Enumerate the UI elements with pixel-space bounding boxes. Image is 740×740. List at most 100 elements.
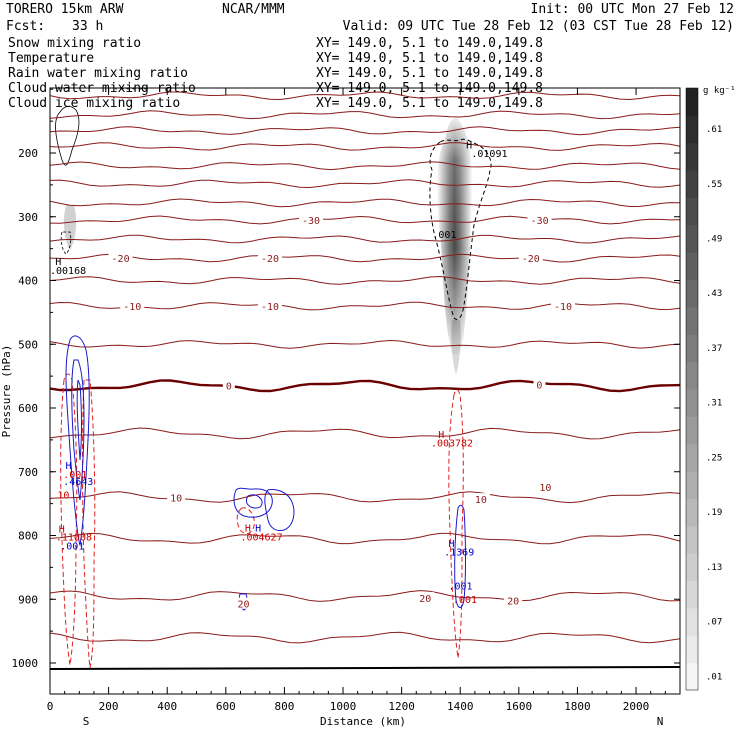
contour-label: 0 bbox=[536, 380, 542, 391]
maximum-label: .001 bbox=[63, 470, 87, 481]
isotherm-line bbox=[50, 142, 680, 151]
colorbar-swatch bbox=[686, 197, 698, 226]
colorbar-swatch bbox=[686, 142, 698, 171]
maximum-label: H bbox=[466, 141, 472, 152]
x-tick-label: 1000 bbox=[330, 700, 357, 713]
y-tick-label: 900 bbox=[18, 593, 38, 606]
maxima-labels: H.00099.00069H80.28.00066H.01091.001H.00… bbox=[50, 88, 552, 606]
maximum-label: .00168 bbox=[50, 266, 86, 277]
endpoint-right-label: N bbox=[657, 715, 664, 728]
colorbar-label: .61 bbox=[706, 125, 722, 135]
contour-label-bg bbox=[299, 213, 323, 225]
colorbar-label: .25 bbox=[706, 453, 722, 463]
isotherm-line bbox=[50, 631, 680, 644]
colorbar-swatch bbox=[686, 471, 698, 499]
y-tick-label: 800 bbox=[18, 530, 38, 543]
contour-label: 10 bbox=[170, 493, 182, 504]
isotherm-line bbox=[50, 301, 680, 311]
maximum-label: .001 bbox=[449, 582, 473, 593]
x-tick-label: 1200 bbox=[388, 700, 415, 713]
contour-label: 20 bbox=[238, 600, 250, 611]
cloud-water-contours bbox=[65, 335, 466, 611]
y-tick-label: 200 bbox=[18, 147, 38, 160]
colorbar-swatch bbox=[686, 334, 698, 363]
contour-label-bg bbox=[518, 252, 543, 264]
maximum-label: .003782 bbox=[431, 438, 473, 449]
y-tick-label: 1000 bbox=[12, 657, 39, 670]
contour-label-bg bbox=[257, 252, 282, 264]
fcst-label: Fcst: bbox=[6, 19, 45, 34]
center-name: NCAR/MMM bbox=[222, 2, 285, 17]
isotherm-line bbox=[50, 234, 680, 244]
colorbar-swatch bbox=[686, 224, 698, 253]
isotherm-line bbox=[50, 275, 680, 285]
contour-label-bg bbox=[416, 591, 435, 603]
contour-label: -30 bbox=[531, 216, 549, 227]
maximum-label: .004627 bbox=[240, 533, 282, 544]
field-cloudice-name: Cloud ice mixing ratio bbox=[8, 96, 180, 111]
isotherm-line bbox=[50, 198, 680, 208]
isotherm-line bbox=[50, 427, 680, 440]
cloud-ice-contours bbox=[55, 106, 492, 320]
colorbar-swatch bbox=[686, 525, 698, 554]
x-tick-label: 0 bbox=[47, 700, 54, 713]
maximum-label: .01091 bbox=[471, 149, 507, 160]
x-tick-label: 2000 bbox=[623, 700, 650, 713]
contour-label: -30 bbox=[302, 216, 320, 227]
colorbar-swatch bbox=[686, 279, 698, 308]
colorbar-swatch bbox=[686, 580, 698, 609]
x-tick-label: 600 bbox=[216, 700, 236, 713]
contour-label-bg bbox=[504, 594, 523, 606]
contour-label: -20 bbox=[261, 254, 279, 265]
valid-time: Valid: 09 UTC Tue 28 Feb 12 (03 CST Tue … bbox=[343, 19, 734, 34]
temperature-isotherms bbox=[50, 91, 680, 644]
contour-label: 20 bbox=[419, 594, 431, 605]
maximum-label: H bbox=[449, 539, 455, 550]
contour-label-bg bbox=[551, 300, 575, 311]
contour-label-bg bbox=[471, 493, 490, 505]
colorbar-label: .31 bbox=[706, 399, 722, 409]
field-rain-name: Rain water mixing ratio bbox=[8, 66, 188, 81]
maximum-label: H bbox=[59, 524, 65, 535]
colorbar-swatch bbox=[686, 607, 698, 636]
endpoint-left-label: S bbox=[83, 715, 90, 728]
contour-labels: -30 -30 -20 -20 -20 -10 -10 -10 0 0 10 10 10 20 20 20 bbox=[108, 213, 575, 611]
colorbar-swatch bbox=[686, 635, 698, 664]
contour-label-bg bbox=[536, 481, 555, 493]
colorbar-swatch bbox=[686, 553, 698, 582]
maximum-label: .1369 bbox=[444, 547, 474, 558]
maximum-label: .11008 bbox=[56, 533, 92, 544]
colorbar-label: .43 bbox=[706, 289, 722, 299]
isotherm-line bbox=[50, 339, 680, 349]
field-cloudice-xy: XY= 149.0, 5.1 to 149.0,149.8 bbox=[316, 96, 543, 111]
colorbar-label: .37 bbox=[706, 344, 722, 354]
field-temp-xy: XY= 149.0, 5.1 to 149.0,149.8 bbox=[316, 51, 543, 66]
y-tick-label: 300 bbox=[18, 211, 38, 224]
x-axis: 0 200 400 600 800 1000 1200 1400 1600 1800 2000 bbox=[47, 88, 666, 713]
colorbar-swatch bbox=[686, 662, 698, 691]
colorbar: .01 .07 .13 .19 .25 .31 .37 .43 .49 .55 .61 bbox=[685, 87, 722, 691]
plot-frame bbox=[49, 87, 681, 695]
maximum-label: H bbox=[55, 257, 61, 268]
colorbar-label: .07 bbox=[706, 618, 722, 628]
contour-label: -10 bbox=[123, 302, 141, 313]
contour-label-bg bbox=[108, 252, 133, 264]
maximum-label: H bbox=[245, 524, 251, 535]
field-temp-name: Temperature bbox=[8, 51, 94, 66]
isotherm-line bbox=[50, 161, 680, 171]
snow-shading-left bbox=[63, 205, 77, 250]
y-tick-label: 700 bbox=[18, 466, 38, 479]
x-tick-label: 1400 bbox=[447, 700, 474, 713]
x-tick-label: 200 bbox=[99, 700, 119, 713]
contour-label-bg bbox=[234, 597, 253, 609]
fcst-value: 33 h bbox=[72, 19, 103, 34]
colorbar-label: .13 bbox=[706, 563, 722, 573]
contour-label: -10 bbox=[554, 302, 572, 313]
colorbar-swatch bbox=[686, 443, 698, 472]
field-snow-name: Snow mixing ratio bbox=[8, 36, 141, 51]
maximum-label: .4643 bbox=[63, 477, 93, 488]
contour-label: 20 bbox=[507, 597, 519, 608]
contour-label-bg bbox=[533, 378, 546, 390]
x-tick-label: 1800 bbox=[564, 700, 591, 713]
isotherm-line bbox=[50, 590, 680, 602]
